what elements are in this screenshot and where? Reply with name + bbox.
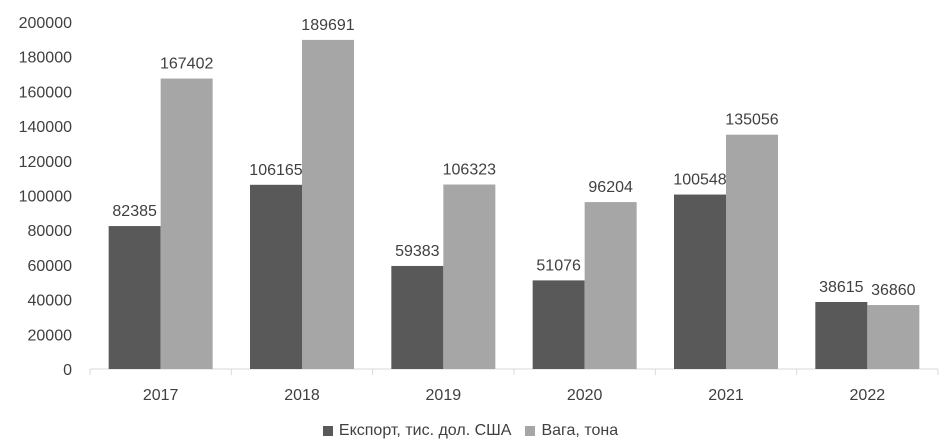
legend-label-weight: Вага, тона: [541, 422, 619, 439]
y-tick-label: 200000: [19, 15, 72, 32]
bar-export: [108, 226, 161, 369]
y-tick-label: 160000: [19, 84, 72, 101]
bar-weight: [302, 39, 354, 370]
y-axis: 0 20000 40000 60000 80000 100000 120000 140000 1…: [19, 15, 72, 379]
data-label: 106165: [249, 162, 302, 179]
data-label: 167402: [160, 56, 213, 73]
x-tick-label: 2022: [850, 387, 886, 404]
y-tick-label: 180000: [19, 50, 72, 67]
bar-export: [250, 184, 302, 369]
bar-export: [674, 194, 726, 369]
legend: Експорт, тис. дол. США Вага, тона: [0, 422, 941, 440]
y-tick-label: 60000: [28, 258, 73, 275]
legend-item-export: Експорт, тис. дол. США: [322, 422, 512, 440]
y-tick-label: 140000: [19, 119, 72, 136]
data-label: 38615: [819, 279, 864, 296]
data-label: 106323: [443, 162, 496, 179]
data-label: 36860: [871, 282, 916, 299]
data-labels-group: 82385 167402 106165 189691 59383 106323 51076 9…: [112, 17, 915, 299]
y-tick-label: 20000: [28, 327, 73, 344]
bar-export: [391, 265, 444, 369]
x-tick-label: 2017: [143, 387, 179, 404]
x-tick-label: 2020: [567, 387, 603, 404]
x-axis: 2017 2018 2019 2020 2021 2022: [89, 368, 939, 404]
bars-group: [108, 39, 920, 370]
y-tick-label: 120000: [19, 154, 72, 171]
data-label: 59383: [395, 243, 440, 260]
bar-chart: 0 20000 40000 60000 80000 100000 120000 140000 1…: [19, 15, 939, 404]
bar-weight: [867, 305, 920, 369]
y-tick-label: 100000: [19, 189, 72, 206]
data-label: 82385: [112, 203, 157, 220]
data-label: 51076: [536, 257, 581, 274]
legend-swatch-export: [322, 426, 333, 436]
data-label: 96204: [588, 179, 633, 196]
bar-weight: [443, 184, 496, 369]
bar-weight: [584, 202, 637, 369]
legend-item-weight: Вага, тона: [525, 422, 618, 440]
x-tick-label: 2019: [426, 387, 462, 404]
x-tick-label: 2021: [708, 387, 744, 404]
bar-weight: [160, 78, 213, 370]
legend-swatch-weight: [525, 426, 536, 436]
data-label: 100548: [673, 172, 726, 189]
bar-weight: [726, 134, 778, 369]
y-tick-label: 0: [63, 362, 72, 379]
y-tick-label: 80000: [28, 223, 73, 240]
y-tick-label: 40000: [28, 293, 73, 310]
x-tick-label: 2018: [284, 387, 320, 404]
data-label: 189691: [301, 17, 354, 34]
bar-export: [532, 280, 585, 369]
bar-export: [815, 302, 868, 369]
data-label: 135056: [725, 112, 778, 129]
legend-label-export: Експорт, тис. дол. США: [338, 422, 512, 439]
